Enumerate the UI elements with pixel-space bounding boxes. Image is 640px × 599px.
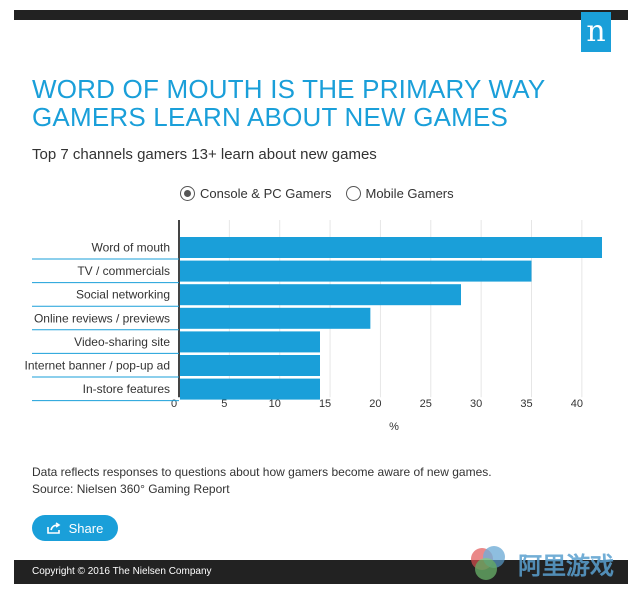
- category-label: TV / commercials: [77, 264, 170, 278]
- copyright-text: Copyright © 2016 The Nielsen Company: [32, 566, 212, 577]
- top-bar: [14, 10, 628, 20]
- chart-notes: Data reflects responses to questions abo…: [32, 464, 492, 498]
- bar: [180, 284, 461, 306]
- radio-selected-icon: [180, 186, 195, 201]
- bar: [180, 237, 602, 258]
- x-tick-label: 25: [420, 398, 432, 410]
- option-mobile-gamers[interactable]: Mobile Gamers: [345, 186, 454, 201]
- x-tick-label: 10: [269, 398, 281, 410]
- watermark-logo-icon: [471, 546, 505, 580]
- x-tick-label: 40: [571, 398, 583, 410]
- category-label: Word of mouth: [92, 241, 170, 255]
- share-icon: [46, 522, 61, 534]
- bar: [180, 307, 371, 329]
- audience-toggle: Console & PC Gamers Mobile Gamers: [180, 186, 468, 201]
- category-label: In-store features: [83, 382, 170, 396]
- option-label: Console & PC Gamers: [200, 186, 332, 201]
- x-tick-label: 20: [369, 398, 381, 410]
- bar: [180, 355, 320, 376]
- bar: [180, 331, 320, 353]
- option-label: Mobile Gamers: [365, 186, 454, 201]
- share-label: Share: [68, 520, 104, 536]
- share-button[interactable]: Share: [32, 515, 118, 541]
- bar-chart: 0 5 10 15 20 25 30 35 40 Word of mouth TV / commer…: [25, 220, 602, 433]
- page-title: WORD OF MOUTH IS THE PRIMARY WAY GAMERS …: [32, 74, 545, 132]
- option-console-pc-gamers[interactable]: Console & PC Gamers: [180, 186, 332, 201]
- radio-unselected-icon: [345, 186, 361, 201]
- x-tick-label: 0: [171, 398, 177, 410]
- bar: [180, 378, 320, 400]
- category-label: Social networking: [76, 288, 170, 302]
- category-label: Video-sharing site: [74, 335, 170, 349]
- footer: Copyright © 2016 The Nielsen Company: [14, 560, 628, 584]
- source-note: Source: Nielsen 360° Gaming Report: [32, 482, 230, 496]
- category-label: Online reviews / previews: [34, 311, 170, 325]
- x-tick-label: 30: [470, 398, 482, 410]
- watermark: 阿里游戏: [464, 545, 614, 581]
- chart-subtitle: Top 7 channels gamers 13+ learn about ne…: [32, 146, 377, 163]
- nielsen-logo: n: [581, 12, 611, 52]
- bar: [180, 260, 532, 282]
- watermark-text: 阿里游戏: [518, 552, 614, 580]
- x-tick-label: 5: [221, 398, 227, 410]
- data-note: Data reflects responses to questions abo…: [32, 465, 492, 479]
- x-axis-label: %: [389, 421, 399, 433]
- x-tick-label: 15: [319, 398, 331, 410]
- category-label: Internet banner / pop-up ad: [25, 359, 170, 373]
- x-tick-label: 35: [520, 398, 532, 410]
